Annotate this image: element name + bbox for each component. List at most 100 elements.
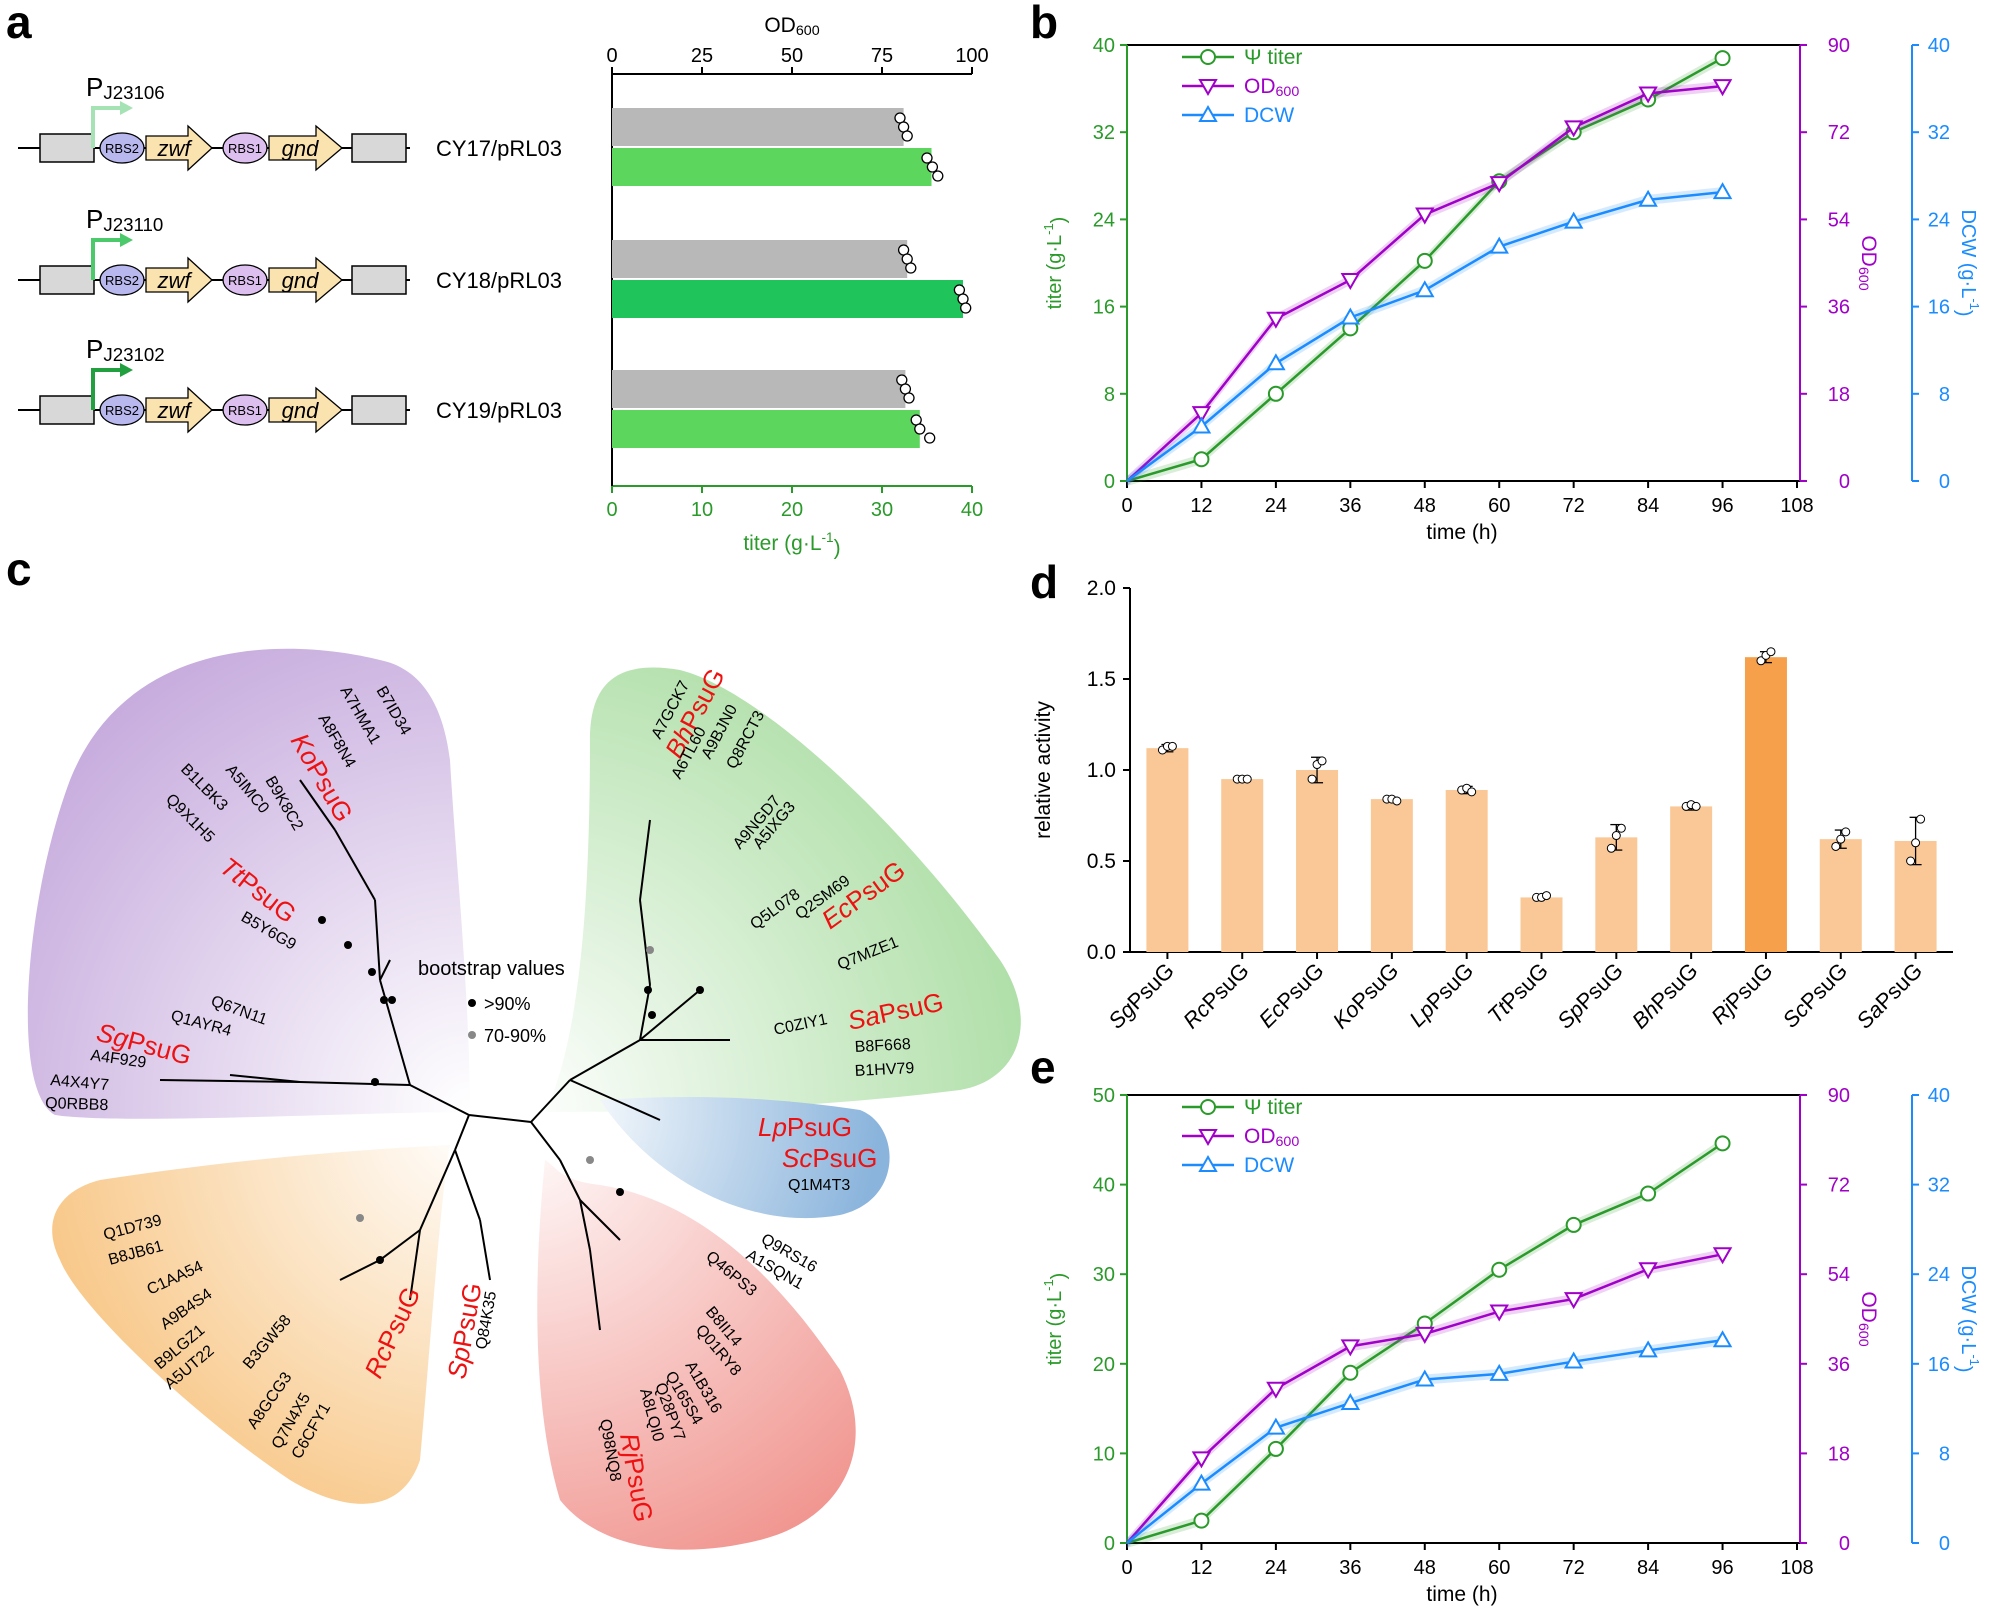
y-mid-tick-label: 72: [1828, 122, 1850, 144]
y-tick-label: 2.0: [1087, 577, 1116, 600]
y-right-tick-label: 16: [1928, 297, 1950, 319]
bootstrap-legend-title: bootstrap values: [418, 958, 565, 980]
tree-branch: [639, 989, 701, 1041]
y-left-tick-label: 50: [1093, 1085, 1115, 1107]
y-mid-tick-label: 54: [1828, 1264, 1850, 1286]
dcw-marker: [1712, 1330, 1733, 1348]
bootstrap-dot-high: [380, 996, 388, 1004]
tree-branch: [530, 1121, 561, 1161]
tree-branch: [454, 1114, 470, 1151]
od600-bar: [612, 240, 908, 278]
od600-marker: [1489, 1304, 1509, 1322]
od600-point: [901, 130, 913, 142]
activity-bar: [1819, 839, 1862, 952]
gene-gnd: [268, 124, 344, 172]
x-tick-label: LpPsuG: [1404, 958, 1478, 1032]
promoter-arrowhead: [120, 233, 133, 247]
rbs-right: [222, 132, 268, 164]
panel-letter-c: c: [6, 543, 32, 595]
titer-marker: [1267, 1440, 1284, 1457]
x-tick-label: 36: [1339, 495, 1361, 517]
legend-label: DCW: [1244, 1154, 1294, 1177]
y-left-tick-label: 30: [1093, 1264, 1115, 1286]
series-band: [1127, 53, 1723, 486]
x-tick-label: 24: [1265, 495, 1287, 517]
series-line: [1126, 1253, 1723, 1544]
activity-point: [1167, 741, 1177, 751]
x-axis-title: time (h): [1426, 521, 1497, 544]
promoter-name: PJ23102: [86, 334, 165, 365]
od600-marker: [1712, 79, 1733, 97]
green-clade-id: B8F668: [854, 1036, 911, 1056]
activity-point: [1911, 838, 1921, 848]
panel-c: bootstrap values>90%70-90%KoPsuGTtPsuGSg…: [27, 648, 1021, 1550]
tree-branch: [569, 1079, 661, 1121]
od600-marker: [1638, 86, 1658, 104]
gene-zwf-label: zwf: [157, 268, 194, 293]
x-tick-label: 96: [1711, 1557, 1733, 1579]
x-tick-label: 84: [1637, 495, 1659, 517]
bootstrap-dot-high: [371, 1078, 379, 1086]
tree-branch: [589, 1249, 601, 1331]
tree-branch: [299, 779, 336, 831]
od600-point: [903, 392, 915, 404]
tree-branch: [579, 1199, 591, 1251]
tree-branch: [468, 1114, 532, 1123]
od600-bar: [612, 370, 906, 408]
x-tick-label: 0: [1121, 1557, 1132, 1579]
promoter-name: PJ23106: [86, 72, 165, 103]
od600-point: [905, 262, 917, 274]
rbs-left-label: RBS2: [105, 141, 139, 156]
activity-point: [1611, 831, 1621, 841]
y-right-tick-label: 32: [1928, 122, 1950, 144]
titer-bar: [612, 280, 963, 318]
x-tick-label: SaPsuG: [1851, 958, 1927, 1034]
bootstrap-dot-high: [368, 968, 376, 976]
titer-marker: [1714, 1135, 1731, 1152]
titer-marker: [1565, 1216, 1582, 1233]
clade-purple-region: [27, 648, 471, 1119]
bootstrap-dot-high: [318, 916, 326, 924]
rbs-left: [99, 132, 145, 164]
gene-zwf: [145, 386, 213, 434]
y-left-tick-label: 10: [1093, 1443, 1115, 1465]
od600-marker: [1712, 1247, 1733, 1265]
activity-point: [1616, 823, 1626, 833]
tree-branch: [639, 984, 651, 1041]
titer-marker: [1640, 1185, 1657, 1202]
x-tick-label: 48: [1414, 1557, 1436, 1579]
activity-bar: [1670, 806, 1713, 952]
activity-point: [1756, 656, 1766, 666]
purple-clade-id: Q0RBB8: [45, 1095, 109, 1114]
promoter-arrow: [91, 238, 120, 280]
gene-gnd-label: gnd: [282, 398, 319, 423]
od600-bar: [612, 108, 904, 146]
titer-marker: [1193, 1512, 1210, 1529]
y-left-tick-label: 0: [1104, 471, 1115, 493]
bootstrap-legend-mid-dot: [468, 1031, 476, 1039]
y-mid-tick-label: 72: [1828, 1175, 1850, 1197]
dcw-marker: [1191, 416, 1212, 434]
tree-branch: [229, 1074, 301, 1083]
od600-marker: [1563, 1292, 1584, 1310]
tree-branch: [579, 1199, 621, 1241]
activity-point: [1841, 827, 1851, 837]
bootstrap-dot-high: [616, 1188, 624, 1196]
y-right-tick-label: 16: [1928, 1354, 1950, 1376]
titer-marker: [1714, 50, 1731, 67]
y-mid-axis-title: OD600: [1855, 235, 1880, 290]
y-left-tick-label: 0: [1104, 1533, 1115, 1555]
titer-point: [932, 170, 944, 182]
y-mid-tick-label: 36: [1828, 1354, 1850, 1376]
activity-point: [1392, 796, 1402, 806]
x-tick-label: 84: [1637, 1557, 1659, 1579]
rbs-left-label: RBS2: [105, 403, 139, 418]
legend-label: OD600: [1244, 1125, 1299, 1150]
rbs-left: [99, 264, 145, 296]
y-right-tick-label: 40: [1928, 35, 1950, 57]
od600-marker: [1340, 1339, 1361, 1357]
rbs-right: [222, 264, 268, 296]
panel-e: 0 12 24 36 48 60 72 84 96 108 time (h) 0 10 20 30 40 50 0…: [1041, 1085, 1982, 1606]
activity-bar: [1520, 897, 1563, 952]
